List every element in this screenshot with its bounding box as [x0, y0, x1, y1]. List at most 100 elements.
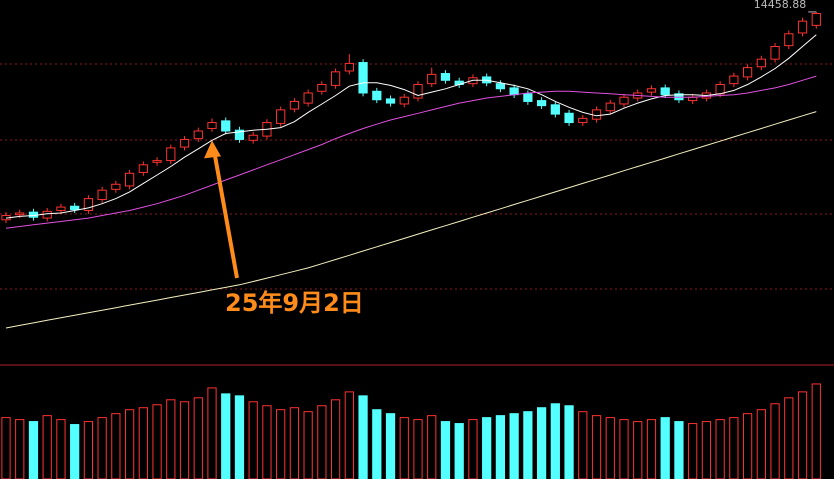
- volume-bar: [234, 395, 245, 479]
- candle-body: [193, 130, 203, 140]
- candle-body: [83, 198, 94, 211]
- volume-bar: [536, 407, 547, 479]
- candle-body: [317, 84, 327, 92]
- volume-bar: [701, 421, 712, 479]
- candle-body: [729, 75, 739, 85]
- candle-body: [564, 112, 574, 124]
- volume-bar: [56, 419, 66, 479]
- candle-body: [523, 93, 533, 102]
- volume-bar: [811, 383, 821, 479]
- candle-body: [276, 109, 286, 124]
- volume-bar: [385, 413, 396, 479]
- volume-bar: [372, 409, 382, 479]
- candle-body: [427, 73, 437, 85]
- candle-body: [207, 122, 217, 129]
- candle-body: [330, 71, 341, 86]
- candle-body: [742, 67, 753, 78]
- candle-body: [56, 206, 66, 211]
- candle-body: [221, 120, 231, 132]
- max-price-label: 14458.88: [754, 0, 807, 11]
- volume-bar: [591, 415, 602, 479]
- candle-body: [385, 98, 396, 104]
- annotation-arrow: [212, 149, 239, 279]
- volume-bar: [330, 399, 341, 479]
- candle-body: [179, 138, 190, 148]
- candle-body: [124, 172, 135, 187]
- volume-bar: [715, 419, 725, 479]
- candle-body: [344, 62, 354, 72]
- candle-body: [756, 58, 766, 68]
- volume-bar: [523, 411, 533, 479]
- volume-bar: [619, 419, 629, 479]
- candle-body: [42, 210, 52, 219]
- moving-average-line: [5, 34, 817, 219]
- volume-bar: [399, 417, 409, 479]
- candle-body: [15, 212, 25, 216]
- volume-bar: [179, 401, 190, 479]
- volume-bar: [303, 411, 313, 479]
- annotation-text: 25年9月2日: [225, 289, 364, 317]
- volume-bar: [28, 421, 39, 479]
- volume-bar: [578, 411, 588, 479]
- candle-body: [289, 100, 300, 110]
- candle-body: [152, 160, 162, 163]
- volume-bar: [784, 397, 794, 479]
- volume-bar: [468, 419, 478, 479]
- candle-body: [688, 96, 698, 102]
- candle-body: [646, 88, 657, 93]
- volume-bar: [152, 404, 162, 479]
- candle-body: [550, 104, 560, 115]
- candle-body: [605, 102, 615, 112]
- volume-bar: [440, 421, 451, 479]
- candle-body: [784, 33, 794, 47]
- volume-bar: [138, 407, 148, 479]
- candle-body: [234, 129, 245, 140]
- volume-bar: [413, 419, 423, 479]
- volume-bar: [742, 413, 753, 479]
- volume-bar: [495, 415, 506, 479]
- volume-bar: [564, 405, 574, 479]
- volume-bar: [83, 421, 94, 479]
- volume-bar: [70, 424, 80, 479]
- candle-body: [111, 183, 121, 190]
- candle-body: [372, 90, 382, 101]
- volume-bar: [166, 399, 176, 479]
- volume-bar: [193, 397, 203, 479]
- candle-body: [797, 20, 808, 34]
- candle-body: [440, 73, 451, 81]
- volume-bar: [111, 413, 121, 479]
- candle-body: [715, 84, 725, 95]
- volume-bar: [427, 415, 437, 479]
- moving-average-line: [5, 111, 817, 329]
- volume-bar: [509, 413, 519, 479]
- volume-bar: [42, 415, 52, 479]
- volume-bar: [605, 417, 615, 479]
- volume-bar: [124, 409, 135, 479]
- volume-bar: [729, 417, 739, 479]
- volume-bar: [276, 409, 286, 479]
- candle-body: [811, 13, 821, 26]
- volume-bar: [1, 417, 11, 479]
- volume-bar: [633, 421, 643, 479]
- volume-bar: [97, 417, 107, 479]
- volume-bar: [454, 423, 464, 479]
- volume-bar: [289, 407, 300, 479]
- candle-body: [578, 117, 588, 124]
- volume-bar: [660, 417, 670, 479]
- volume-bar: [344, 391, 354, 479]
- annotation-arrowhead: [204, 140, 221, 159]
- candle-body: [303, 92, 313, 104]
- candle-body: [770, 45, 780, 60]
- volume-bar: [797, 391, 808, 479]
- volume-bar: [358, 395, 368, 479]
- candle-body: [413, 84, 423, 99]
- volume-bar: [770, 403, 780, 479]
- candle-body: [70, 205, 80, 211]
- candle-body: [166, 147, 176, 162]
- volume-bar: [262, 405, 272, 479]
- candle-body: [660, 87, 670, 96]
- candle-body: [97, 189, 107, 200]
- candle-body: [138, 164, 148, 173]
- volume-bar: [674, 421, 684, 479]
